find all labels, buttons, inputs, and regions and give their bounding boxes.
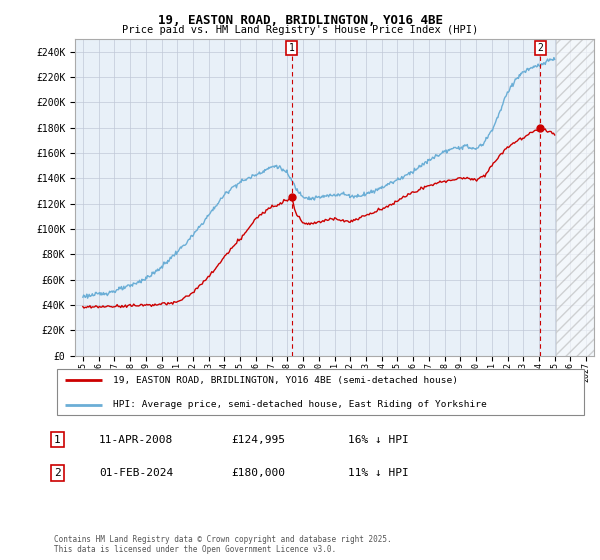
Text: 2: 2: [537, 43, 543, 53]
Bar: [556, 39, 594, 356]
Text: £124,995: £124,995: [231, 435, 285, 445]
Text: 2: 2: [54, 468, 61, 478]
Text: HPI: Average price, semi-detached house, East Riding of Yorkshire: HPI: Average price, semi-detached house,…: [113, 400, 487, 409]
Text: 16% ↓ HPI: 16% ↓ HPI: [348, 435, 409, 445]
Text: 11-APR-2008: 11-APR-2008: [99, 435, 173, 445]
Text: Price paid vs. HM Land Registry's House Price Index (HPI): Price paid vs. HM Land Registry's House …: [122, 25, 478, 35]
Text: 1: 1: [289, 43, 295, 53]
Text: Contains HM Land Registry data © Crown copyright and database right 2025.
This d: Contains HM Land Registry data © Crown c…: [54, 535, 392, 554]
Text: 01-FEB-2024: 01-FEB-2024: [99, 468, 173, 478]
Text: 19, EASTON ROAD, BRIDLINGTON, YO16 4BE: 19, EASTON ROAD, BRIDLINGTON, YO16 4BE: [157, 14, 443, 27]
Text: £180,000: £180,000: [231, 468, 285, 478]
Bar: [556, 39, 594, 356]
Text: 11% ↓ HPI: 11% ↓ HPI: [348, 468, 409, 478]
Text: 19, EASTON ROAD, BRIDLINGTON, YO16 4BE (semi-detached house): 19, EASTON ROAD, BRIDLINGTON, YO16 4BE (…: [113, 376, 458, 385]
Text: 1: 1: [54, 435, 61, 445]
FancyBboxPatch shape: [56, 370, 584, 414]
